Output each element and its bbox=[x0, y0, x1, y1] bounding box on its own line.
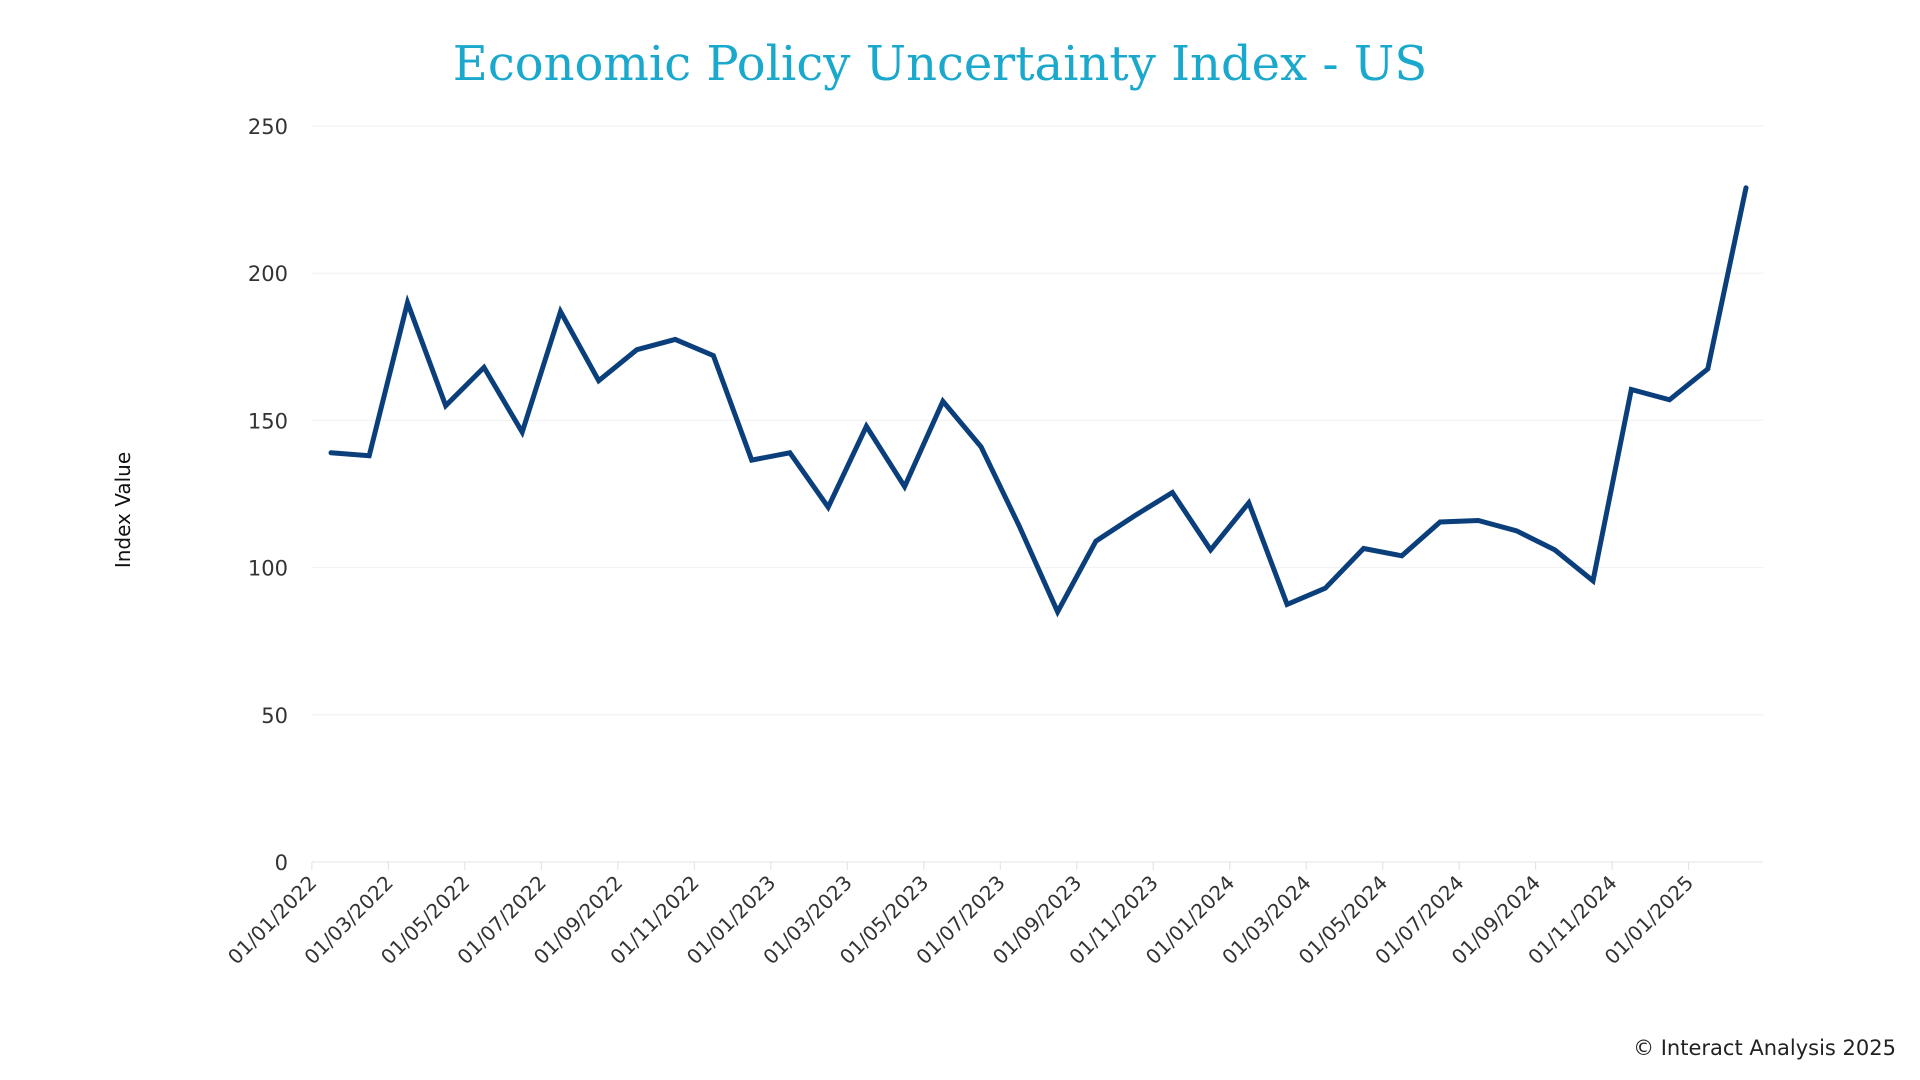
y-tick-label: 200 bbox=[248, 262, 288, 286]
series-line bbox=[328, 185, 1749, 618]
y-tick-label: 100 bbox=[248, 557, 288, 581]
y-tick-label: 0 bbox=[275, 851, 288, 875]
chart-title: Economic Policy Uncertainty Index - US bbox=[452, 36, 1428, 92]
y-tick-label: 50 bbox=[261, 704, 288, 728]
y-tick-label: 250 bbox=[248, 115, 288, 139]
y-axis-label: Index Value bbox=[111, 452, 135, 568]
copyright-credit: © Interact Analysis 2025 bbox=[1633, 1036, 1896, 1060]
y-tick-label: 150 bbox=[248, 409, 288, 433]
